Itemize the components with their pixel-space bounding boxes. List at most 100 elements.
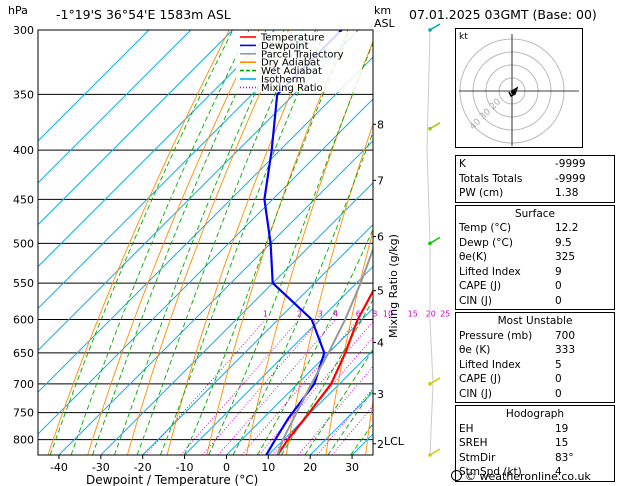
wet-adiabat-line: [92, 30, 267, 455]
index-row: θe (K) 333: [459, 343, 611, 358]
index-row: θe(K) 325: [459, 250, 611, 265]
isotherm-line: [100, 182, 373, 455]
wet-adiabat-line: [232, 130, 373, 455]
index-label: CIN (J): [459, 294, 492, 307]
legend-entry: Isotherm: [261, 75, 305, 86]
hodograph-box: Hodograph EH 19 SREH 15 StmDir 83° StmSpd (…: [455, 405, 615, 482]
dry-adiabat-line: [47, 30, 230, 455]
mixing-ratio-value-label: 8: [372, 309, 377, 318]
index-label: θe (K): [459, 344, 491, 356]
dry-adiabat-line: [126, 30, 290, 455]
index-label: Temp (°C): [459, 222, 512, 234]
legend-box: [236, 32, 362, 92]
temp-tick-label: -10: [176, 461, 194, 474]
isotherm-line: [38, 30, 275, 268]
footer-text[interactable]: © weatheronline.co.uk: [465, 470, 591, 483]
legend-entry: Mixing Ratio: [261, 83, 323, 94]
lcl-label: LCL: [384, 435, 405, 448]
index-label: Dewp (°C): [459, 236, 513, 249]
pressure-tick-label: 600: [13, 313, 34, 326]
mixing-ratio-line: [180, 319, 300, 455]
pressure-tick-label: 750: [13, 407, 34, 420]
hodograph-kt-label: kt: [459, 32, 468, 42]
hodograph: kt 40 30 20: [455, 28, 583, 148]
index-row: CAPE (J) 0: [459, 279, 611, 294]
index-label: Pressure (mb): [459, 329, 533, 342]
wet-adiabat-line: [114, 30, 285, 455]
dry-adiabat-line: [325, 229, 373, 455]
temp-tick-label: 20: [303, 461, 317, 474]
datetime-title: 07.01.2025 03GMT (Base: 00): [409, 7, 597, 22]
index-row: SREH 15: [459, 436, 611, 451]
isotherm-line: [38, 98, 373, 435]
index-value: 15: [555, 437, 569, 449]
index-row: Lifted Index 5: [459, 358, 611, 373]
wind-barb: [429, 448, 441, 456]
index-value: 325: [555, 251, 576, 263]
wind-barb-dot: [428, 28, 432, 32]
isotherm-line: [184, 265, 373, 455]
isotherm-line: [38, 30, 150, 142]
plot-frame: [37, 29, 374, 456]
index-value: 1.38: [555, 187, 579, 199]
km-tick-label: 5: [377, 285, 384, 298]
mixing-ratio-value-label: 25: [440, 309, 450, 318]
dry-adiabat-line: [87, 30, 260, 455]
index-label: EH: [459, 422, 474, 435]
wet-adiabat-line: [304, 348, 373, 455]
index-value: 333: [555, 344, 576, 356]
weatheronline-logo-icon: [451, 470, 462, 481]
index-label: Lifted Index: [459, 358, 521, 371]
pressure-tick-label: 300: [13, 24, 34, 37]
profile-lines: [263, 30, 373, 455]
surface-title: Surface: [514, 207, 555, 220]
index-label: CAPE (J): [459, 373, 502, 385]
mixing-ratio-labels: 1 2 3 4 6 8 10 15 20 25: [263, 309, 450, 318]
index-value: 19: [555, 422, 569, 435]
footer: © weatheronline.co.uk: [451, 470, 591, 483]
wet-adiabat-line: [327, 388, 373, 455]
wind-barb-dot: [428, 126, 432, 131]
mixing-ratio-line: [145, 319, 266, 455]
temperature-line: [276, 288, 373, 455]
pressure-tick-label: 400: [13, 144, 34, 157]
index-row: Lifted Index 9: [459, 265, 611, 280]
wind-barb: [429, 122, 441, 130]
index-value: 9.5: [555, 236, 572, 249]
hodograph-title: Hodograph: [505, 408, 565, 420]
index-value: 0: [555, 373, 562, 385]
wet-adiabat-line: [183, 30, 351, 455]
index-row: CIN (J) 0: [459, 387, 611, 402]
legend-entry: Dewpoint: [261, 41, 309, 52]
temp-tick-label: -20: [134, 461, 152, 474]
index-value: 700: [555, 329, 576, 342]
index-label: Lifted Index: [459, 265, 521, 278]
mixing-ratio-value-label: 20: [426, 309, 436, 318]
km-tick-label: 4: [377, 336, 384, 349]
most-unstable-box: Most Unstable Pressure (mb) 700 θe (K) 333…: [455, 312, 615, 403]
parcel-trajectory-line: [276, 246, 373, 455]
wet-adiabat-line: [136, 30, 305, 455]
index-row: Totals Totals -9999: [459, 172, 611, 187]
index-row: StmSpd (kt) 4: [459, 465, 611, 480]
pressure-tick-label: 450: [13, 193, 34, 206]
dry-adiabat-line: [206, 30, 349, 455]
index-row: K -9999: [459, 157, 611, 172]
wind-barb-dot: [428, 382, 432, 386]
legend-entry: Parcel Trajectory: [261, 49, 344, 60]
index-row: StmDir 83°: [459, 451, 611, 466]
wind-barb: [429, 23, 441, 31]
mixing-ratio-value-label: 1: [263, 309, 268, 318]
mixing-ratio-value-label: 3: [318, 309, 323, 318]
mixing-ratio-value-label: 10: [383, 309, 393, 318]
temp-tick-label: -40: [50, 461, 68, 474]
y-axis-unit: hPa: [8, 4, 28, 17]
index-label: Totals Totals: [459, 172, 523, 185]
indices-panel: K -9999 Totals Totals -9999 PW (cm) 1.38 Su…: [455, 155, 615, 484]
isotherm-line: [38, 30, 317, 310]
wet-adiabat-line: [208, 41, 373, 455]
km-tick-label: 3: [377, 388, 384, 401]
mixing-ratio-value-label: 4: [333, 309, 338, 318]
index-label: SREH: [459, 437, 488, 449]
